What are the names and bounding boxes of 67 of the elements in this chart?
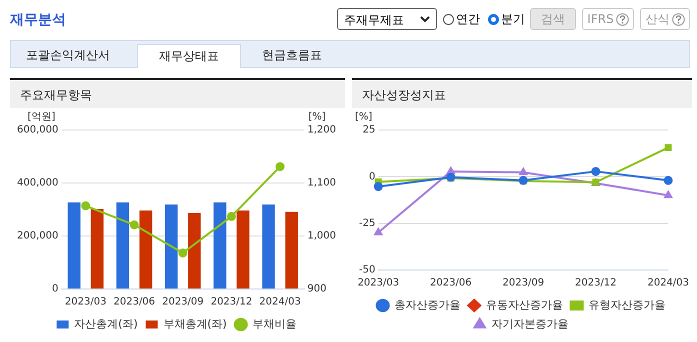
x-tick-label: 2023/03 [358, 278, 400, 289]
text: 검색 [530, 8, 576, 30]
text: 산식 [640, 8, 690, 30]
x-tick-label: 2023/09 [502, 278, 544, 289]
bar [90, 208, 104, 288]
y-axis-title: [%] [355, 112, 372, 123]
bar [285, 212, 298, 288]
text: 현금흐름표 [261, 47, 323, 64]
point [374, 228, 382, 236]
y-tick-label: 0 [368, 171, 376, 182]
chart-title: 주요재무항목 [10, 78, 345, 108]
text: 분기 [500, 11, 525, 28]
bar [262, 204, 275, 288]
x-tick-label: 2023/12 [574, 278, 617, 289]
y2-tick-label: 900 [307, 284, 326, 295]
y-tick-label: -25 [358, 218, 376, 229]
legend-label: 유형자산증가율 [588, 298, 666, 312]
point [81, 201, 90, 210]
bar [116, 202, 130, 288]
y-tick-label: 600,000 [16, 124, 58, 136]
text: 재무분석 [10, 11, 66, 29]
point [664, 190, 672, 198]
y-tick-label: -50 [358, 264, 376, 276]
bar [139, 210, 152, 288]
y2-tick-label: 1,200 [307, 124, 336, 136]
y-tick-label: 0 [52, 284, 58, 295]
legend-label: 자산총계(좌) [74, 317, 138, 330]
y-axis-title: [억원] [28, 112, 56, 123]
y2-tick-label: 1,000 [307, 230, 336, 242]
legend-label: 자기자본증가율 [491, 317, 568, 330]
legend-label: 유동자산증가율 [486, 298, 563, 312]
legend-label: 부채비율 [252, 317, 296, 330]
x-tick-label: 2024/03 [259, 296, 301, 308]
legend-label: 총자산증가율 [394, 298, 460, 312]
y-tick-label: 200,000 [16, 230, 58, 242]
text: 연간 [455, 11, 480, 28]
y2-axis-title: [%] [308, 112, 326, 123]
x-tick-label: 2023/03 [64, 296, 106, 308]
y-tick-label: 25 [362, 124, 376, 136]
text: 포괄손익계산서 [26, 47, 110, 64]
text: IFRS [582, 8, 634, 30]
x-tick-label: 2023/06 [113, 296, 156, 308]
point [374, 182, 383, 192]
point [178, 248, 188, 258]
x-tick-label: 2024/03 [647, 278, 689, 289]
bar [68, 202, 80, 288]
x-tick-label: 2023/09 [162, 296, 204, 308]
point [664, 144, 672, 152]
x-tick-label: 2023/06 [430, 278, 472, 289]
bar [188, 212, 201, 288]
y2-tick-label: 1,100 [307, 178, 336, 189]
point [130, 220, 139, 230]
bar [214, 202, 226, 288]
point [226, 212, 236, 221]
x-tick-label: 2023/12 [210, 296, 252, 308]
point [446, 166, 455, 174]
y-tick-label: 400,000 [16, 178, 58, 189]
legend-label: 부채총계(좌) [163, 317, 227, 330]
text: 재무상태표 [137, 44, 241, 68]
point [664, 176, 673, 185]
text: 주재무제표 [337, 8, 437, 30]
bar [164, 204, 178, 288]
point [519, 168, 528, 176]
point [591, 166, 600, 176]
bar [236, 210, 250, 288]
point [276, 162, 285, 172]
chart-title: 자산성장성지표 [352, 78, 692, 108]
